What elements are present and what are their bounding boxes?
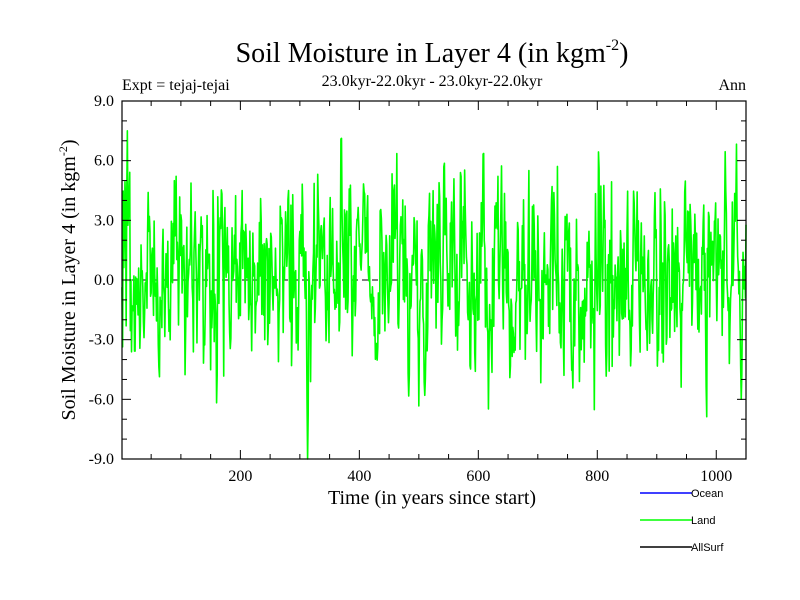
y-tick-label: 9.0	[94, 93, 114, 110]
tick-layer	[122, 100, 746, 460]
x-tick-label: 600	[466, 468, 490, 485]
x-axis-title: Time (in years since start)	[328, 487, 536, 509]
chart-subtitle: 23.0kyr-22.0kyr - 23.0kyr-22.0kyr	[322, 73, 543, 90]
y-tick-label: 3.0	[94, 212, 114, 229]
series-line-land	[121, 130, 747, 460]
season-label: Ann	[718, 77, 746, 94]
experiment-label: Expt = tejaj-tejai	[122, 77, 230, 94]
y-tick-label: 6.0	[94, 153, 114, 170]
legend-label-ocean: Ocean	[691, 488, 723, 500]
series-layer	[121, 130, 747, 460]
x-tick-label: 1000	[700, 468, 732, 485]
x-tick-label: 200	[228, 468, 252, 485]
y-tick-label: -3.0	[89, 332, 114, 349]
y-axis-title: Soil Moisture in Layer 4 (in kgm-2)	[56, 139, 80, 420]
chart-title: Soil Moisture in Layer 4 (in kgm-2)	[236, 37, 629, 69]
x-tick-label: 400	[347, 468, 371, 485]
legend-label-allsurf: AllSurf	[691, 542, 724, 554]
x-tick-labels: 200 400 600 800 1000	[228, 468, 732, 485]
y-tick-labels: -9.0 -6.0 -3.0 0.0 3.0 6.0 9.0	[89, 93, 114, 468]
x-tick-label: 800	[585, 468, 609, 485]
y-tick-label: -9.0	[89, 451, 114, 468]
legend-label-land: Land	[691, 515, 715, 527]
legend: Ocean Land AllSurf	[640, 488, 724, 554]
y-tick-label: -6.0	[89, 391, 114, 408]
y-tick-label: 0.0	[94, 272, 114, 289]
